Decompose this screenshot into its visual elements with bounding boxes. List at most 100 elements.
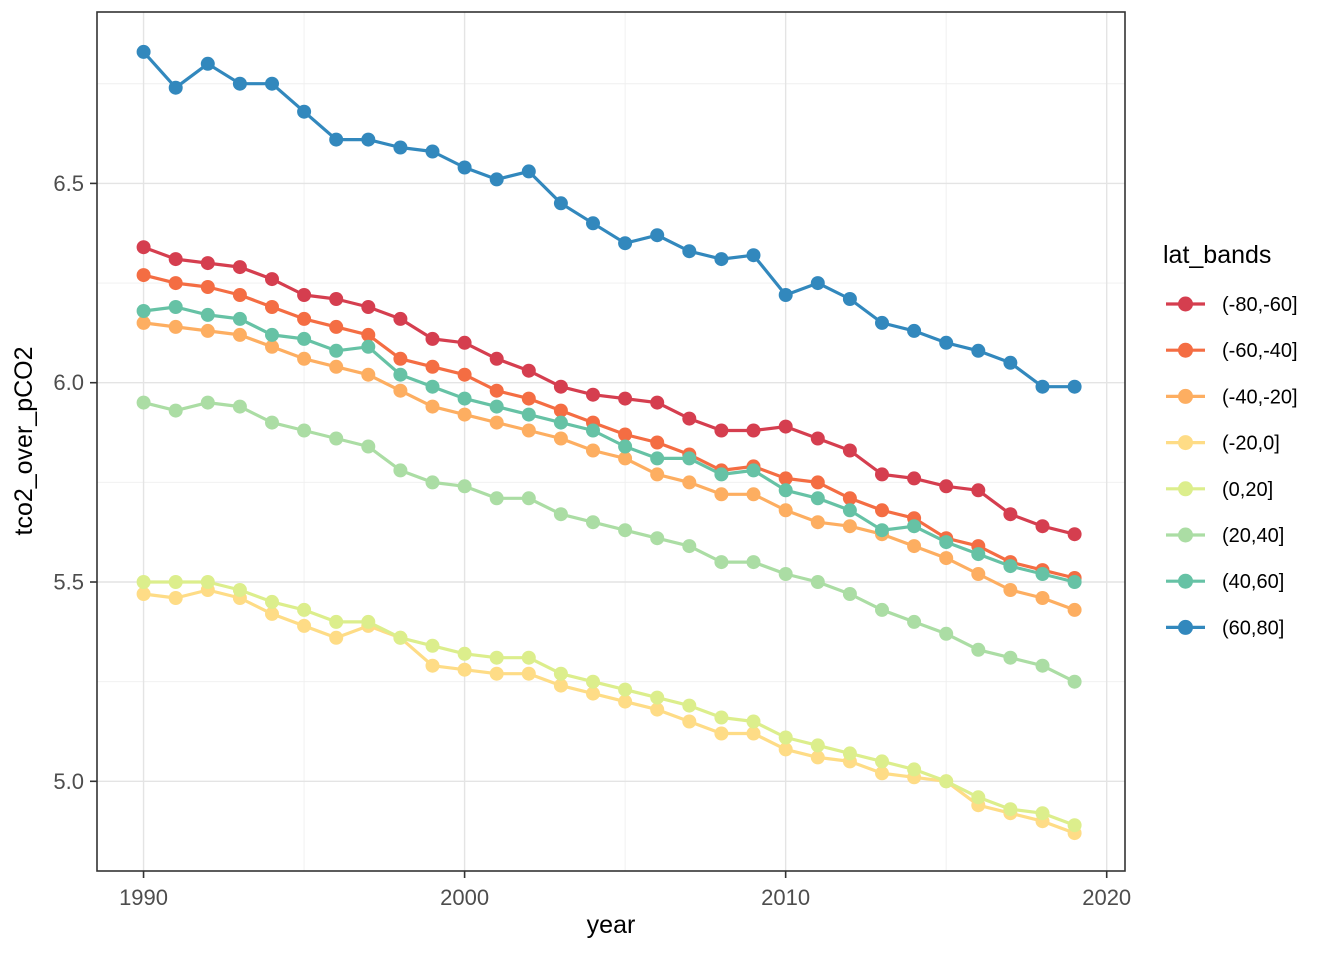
data-point-(-60,-40] [521, 391, 536, 406]
legend-key-point-(-60,-40] [1178, 342, 1193, 358]
data-point-(0,20] [297, 602, 312, 617]
data-point-(40,60] [200, 307, 215, 322]
data-point-(-40,-20] [553, 431, 568, 446]
data-point-(-60,-40] [425, 359, 440, 374]
data-point-(40,60] [971, 547, 986, 562]
data-point-(-20,0] [168, 591, 183, 605]
data-point-(40,60] [265, 327, 279, 342]
data-point-(-80,-60] [746, 423, 761, 438]
data-point-(40,60] [875, 523, 889, 538]
legend-label-(20,40]: (20,40] [1222, 525, 1284, 547]
data-point-(-20,0] [714, 726, 729, 741]
data-point-(0,20] [714, 710, 729, 725]
data-point-(0,20] [650, 690, 665, 705]
data-point-(-20,0] [457, 662, 472, 677]
data-point-(0,20] [329, 614, 344, 629]
data-point-(0,20] [457, 646, 472, 661]
data-point-(-80,-60] [297, 288, 312, 302]
data-point-(-40,-20] [136, 315, 151, 330]
data-point-(40,60] [168, 300, 183, 314]
data-point-(60,80] [682, 244, 697, 259]
data-point-(60,80] [265, 76, 279, 91]
data-point-(60,80] [1035, 379, 1050, 394]
data-point-(40,60] [361, 339, 376, 354]
data-point-(20,40] [200, 395, 215, 410]
data-point-(40,60] [778, 483, 793, 498]
data-point-(0,20] [618, 682, 633, 697]
data-point-(-80,-60] [361, 300, 376, 314]
data-point-(-60,-40] [650, 435, 665, 450]
data-point-(-60,-40] [168, 276, 183, 291]
data-point-(40,60] [297, 331, 312, 346]
data-point-(0,20] [907, 762, 922, 777]
data-point-(60,80] [393, 140, 408, 155]
data-point-(40,60] [521, 407, 536, 422]
data-point-(20,40] [939, 626, 954, 641]
data-point-(-40,-20] [746, 487, 761, 502]
data-point-(20,40] [232, 399, 247, 414]
data-point-(-40,-20] [457, 407, 472, 422]
data-point-(20,40] [586, 515, 600, 530]
data-point-(20,40] [136, 395, 151, 410]
data-point-(0,20] [553, 666, 568, 681]
data-point-(20,40] [618, 523, 633, 538]
data-point-(60,80] [650, 228, 665, 243]
legend-key-point-(-20,0] [1178, 435, 1193, 451]
data-point-(20,40] [489, 491, 504, 506]
data-point-(20,40] [682, 539, 697, 554]
y-tick-label: 6.5 [53, 171, 84, 196]
data-point-(20,40] [1067, 674, 1082, 689]
data-point-(-80,-60] [778, 419, 793, 434]
data-point-(60,80] [329, 132, 344, 147]
data-point-(-80,-60] [425, 331, 440, 346]
data-point-(-60,-40] [393, 351, 408, 366]
data-point-(-60,-40] [297, 311, 312, 326]
data-point-(-80,-60] [650, 395, 665, 410]
data-point-(0,20] [939, 774, 954, 789]
data-point-(60,80] [297, 104, 312, 119]
data-point-(60,80] [939, 335, 954, 350]
data-point-(-80,-60] [618, 391, 633, 406]
data-point-(60,80] [168, 80, 183, 95]
x-tick-label: 2010 [761, 885, 810, 910]
data-point-(0,20] [586, 674, 600, 689]
data-point-(60,80] [1003, 355, 1018, 370]
data-point-(60,80] [714, 252, 729, 267]
data-point-(-80,-60] [136, 240, 151, 255]
data-point-(-80,-60] [714, 423, 729, 438]
data-point-(40,60] [329, 343, 344, 358]
data-point-(-40,-20] [842, 519, 857, 534]
data-point-(-80,-60] [1067, 527, 1082, 542]
data-point-(-20,0] [489, 666, 504, 681]
data-point-(20,40] [746, 555, 761, 570]
data-point-(-40,-20] [232, 327, 247, 342]
data-point-(-40,-20] [1067, 602, 1082, 617]
data-point-(60,80] [810, 276, 825, 291]
data-point-(20,40] [553, 507, 568, 522]
data-point-(20,40] [1035, 658, 1050, 673]
data-point-(-20,0] [553, 678, 568, 693]
data-point-(40,60] [425, 379, 440, 394]
data-point-(0,20] [265, 594, 279, 609]
y-tick-label: 5.5 [53, 570, 84, 595]
data-point-(-40,-20] [682, 475, 697, 490]
data-point-(60,80] [136, 44, 151, 59]
data-point-(-40,-20] [361, 367, 376, 382]
data-point-(40,60] [586, 423, 600, 438]
data-point-(-60,-40] [232, 288, 247, 302]
data-point-(0,20] [1003, 802, 1018, 817]
data-point-(-60,-40] [329, 319, 344, 334]
data-point-(60,80] [489, 172, 504, 187]
data-point-(60,80] [586, 216, 600, 231]
data-point-(0,20] [168, 575, 183, 589]
data-point-(-20,0] [425, 658, 440, 673]
data-point-(-40,-20] [168, 319, 183, 334]
data-point-(60,80] [875, 315, 889, 330]
data-point-(-20,0] [136, 587, 151, 601]
data-point-(-60,-40] [778, 471, 793, 486]
x-axis-title: year [587, 911, 636, 939]
data-point-(60,80] [907, 323, 922, 338]
data-point-(0,20] [425, 638, 440, 653]
data-point-(-40,-20] [521, 423, 536, 438]
